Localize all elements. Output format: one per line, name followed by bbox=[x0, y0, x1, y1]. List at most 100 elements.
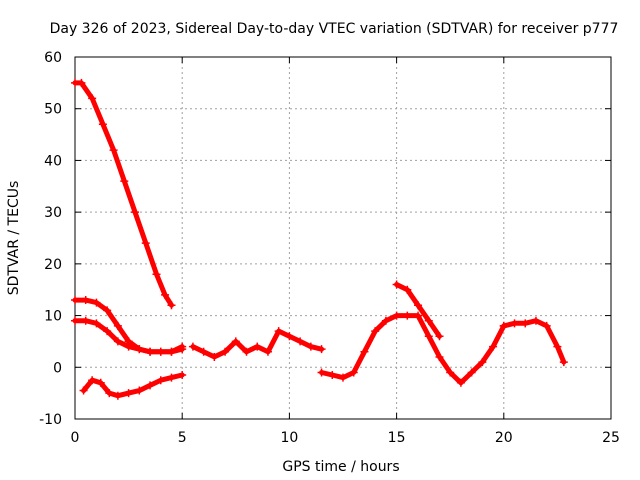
data-point bbox=[188, 342, 197, 351]
data-point bbox=[98, 120, 107, 129]
data-point bbox=[414, 311, 423, 320]
data-point bbox=[161, 290, 170, 299]
data-point bbox=[71, 296, 79, 305]
data-point bbox=[414, 301, 423, 310]
data-point bbox=[403, 311, 412, 320]
y-tick-label: 10 bbox=[44, 309, 62, 325]
data-point bbox=[79, 386, 88, 395]
data-point bbox=[349, 368, 358, 377]
y-tick-label: 20 bbox=[44, 257, 62, 273]
data-point bbox=[242, 347, 251, 356]
data-point bbox=[392, 280, 401, 289]
data-point bbox=[135, 386, 144, 395]
data-point bbox=[88, 94, 97, 103]
series-track-8 bbox=[499, 316, 568, 367]
axis-ticks: 0 5 10 15 20 25 -10 0 10 20 30 40 50 60 bbox=[39, 50, 620, 446]
data-point bbox=[424, 316, 433, 325]
series-track-6 bbox=[317, 311, 508, 387]
data-point bbox=[135, 345, 144, 354]
series-line bbox=[394, 282, 442, 339]
data-point bbox=[478, 358, 487, 367]
data-point bbox=[92, 298, 101, 307]
data-point bbox=[231, 337, 240, 346]
x-tick-label: 25 bbox=[602, 430, 620, 446]
x-tick-label: 5 bbox=[178, 430, 187, 446]
x-axis-label: GPS time / hours bbox=[282, 459, 399, 475]
data-point bbox=[446, 368, 455, 377]
y-tick-label: -10 bbox=[39, 412, 62, 428]
data-point bbox=[360, 347, 369, 356]
x-tick-label: 15 bbox=[388, 430, 406, 446]
data-point bbox=[210, 352, 219, 361]
y-tick-label: 0 bbox=[53, 360, 62, 376]
data-point bbox=[71, 316, 79, 325]
data-point bbox=[499, 321, 508, 330]
data-point bbox=[109, 146, 118, 155]
data-series bbox=[71, 78, 568, 400]
data-point bbox=[339, 373, 347, 382]
series-track-3 bbox=[71, 316, 187, 356]
data-point bbox=[167, 347, 176, 356]
plot-frame bbox=[74, 56, 612, 420]
series-line bbox=[319, 313, 507, 386]
data-point bbox=[317, 368, 326, 377]
data-point bbox=[435, 352, 444, 361]
data-point bbox=[103, 327, 112, 336]
data-point bbox=[392, 311, 401, 320]
data-point bbox=[296, 337, 305, 346]
data-point bbox=[113, 391, 122, 400]
data-point bbox=[274, 327, 283, 336]
y-tick-label: 30 bbox=[44, 205, 62, 221]
data-point bbox=[553, 342, 562, 351]
chart-title: Day 326 of 2023, Sidereal Day-to-day VTE… bbox=[50, 21, 619, 37]
y-tick-label: 40 bbox=[44, 153, 62, 169]
data-point bbox=[81, 316, 90, 325]
data-point bbox=[167, 373, 176, 382]
series-track-7 bbox=[392, 280, 444, 341]
data-point bbox=[263, 347, 272, 356]
data-point bbox=[521, 319, 530, 328]
data-point bbox=[120, 177, 129, 186]
data-point bbox=[92, 319, 101, 328]
data-point bbox=[88, 376, 97, 385]
x-tick-label: 10 bbox=[280, 430, 298, 446]
data-point bbox=[141, 239, 150, 248]
data-point bbox=[559, 358, 568, 367]
data-point bbox=[381, 316, 390, 325]
data-point bbox=[467, 368, 476, 377]
y-tick-label: 60 bbox=[44, 50, 62, 66]
data-point bbox=[542, 321, 551, 330]
data-point bbox=[156, 347, 165, 356]
data-point bbox=[221, 347, 230, 356]
x-tick-label: 20 bbox=[495, 430, 513, 446]
grid bbox=[75, 57, 611, 419]
data-point bbox=[178, 345, 187, 354]
data-point bbox=[124, 389, 133, 398]
data-point bbox=[156, 376, 165, 385]
data-point bbox=[199, 347, 208, 356]
series-line bbox=[81, 372, 185, 399]
data-point bbox=[105, 389, 114, 398]
series-line bbox=[501, 318, 567, 365]
data-point bbox=[489, 342, 498, 351]
y-axis-label: SDTVAR / TECUs bbox=[6, 181, 22, 296]
data-point bbox=[328, 371, 337, 380]
data-point bbox=[124, 342, 133, 351]
data-point bbox=[178, 371, 187, 380]
data-point bbox=[306, 342, 315, 351]
data-point bbox=[96, 378, 105, 387]
data-point bbox=[424, 332, 433, 341]
data-point bbox=[456, 378, 465, 387]
data-point bbox=[113, 321, 122, 330]
data-point bbox=[146, 381, 155, 390]
data-point bbox=[531, 316, 540, 325]
data-point bbox=[510, 319, 519, 328]
data-point bbox=[435, 332, 444, 341]
data-point bbox=[77, 78, 86, 87]
data-point bbox=[146, 347, 155, 356]
data-point bbox=[103, 306, 112, 315]
data-point bbox=[113, 337, 122, 346]
data-point bbox=[253, 342, 262, 351]
data-point bbox=[131, 208, 140, 217]
